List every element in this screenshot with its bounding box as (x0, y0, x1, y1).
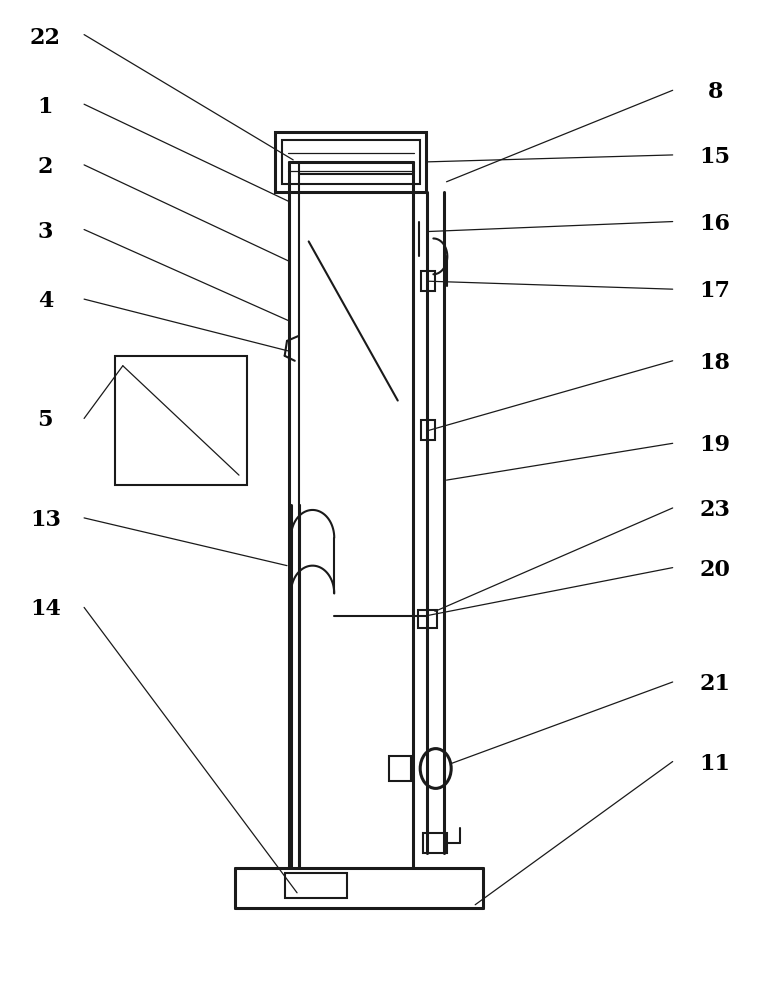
Text: 14: 14 (30, 598, 61, 620)
Text: 17: 17 (700, 280, 731, 302)
Text: 1: 1 (37, 96, 53, 118)
Text: 4: 4 (37, 290, 53, 312)
Text: 23: 23 (700, 499, 731, 521)
Bar (424, 833, 446, 853)
Text: 8: 8 (707, 81, 723, 103)
Text: 20: 20 (700, 559, 731, 581)
Text: 11: 11 (700, 753, 731, 775)
Bar (421, 420, 435, 440)
Bar (389, 756, 411, 781)
Text: 13: 13 (30, 509, 61, 531)
Text: 16: 16 (700, 213, 731, 235)
Text: 18: 18 (700, 352, 731, 374)
Bar (285, 873, 347, 898)
Bar (418, 610, 438, 628)
Bar (115, 356, 246, 485)
Text: 3: 3 (37, 221, 53, 242)
Bar (275, 132, 427, 192)
Text: 22: 22 (30, 27, 61, 49)
Text: 2: 2 (37, 156, 53, 178)
Text: 19: 19 (700, 434, 731, 456)
Text: 15: 15 (700, 146, 731, 168)
Text: 5: 5 (37, 409, 53, 431)
Bar (282, 140, 420, 184)
Bar (421, 271, 435, 291)
Text: 21: 21 (700, 673, 731, 695)
